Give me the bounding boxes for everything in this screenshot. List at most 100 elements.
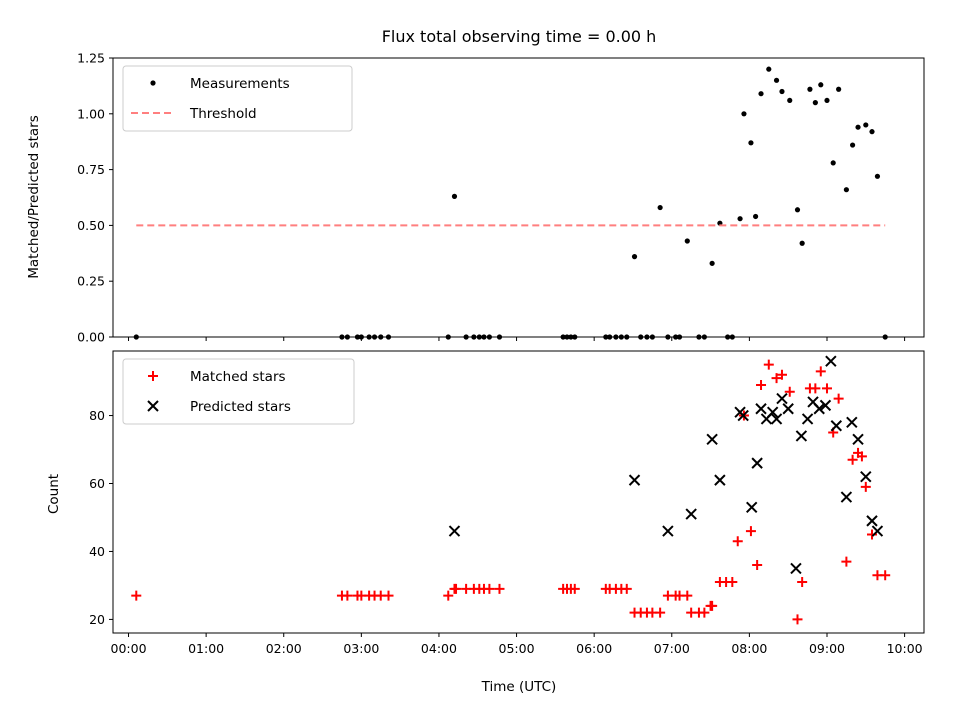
matched-star-point <box>756 379 767 390</box>
predicted-star-point <box>825 355 837 367</box>
matched-star-point <box>841 556 852 567</box>
measurement-point <box>799 240 805 246</box>
legend-marker-dot <box>150 80 156 86</box>
predicted-star-point <box>628 474 641 486</box>
x-tick-label: 09:00 <box>809 641 845 656</box>
bottom-y-axis-label: Count <box>46 474 62 514</box>
matched-star-point <box>867 529 878 540</box>
predicted-star-point <box>819 399 832 412</box>
x-tick-label: 02:00 <box>266 641 302 656</box>
measurement-point <box>709 260 715 266</box>
matched-star-point <box>131 590 142 601</box>
matched-star-point <box>752 560 763 571</box>
measurement-point <box>684 238 690 244</box>
measurement-point <box>818 82 824 88</box>
matched-star-point <box>771 373 782 384</box>
legend-box <box>122 358 355 425</box>
measurement-point <box>748 140 754 146</box>
x-tick-label: 03:00 <box>343 641 379 656</box>
matched-star-point <box>860 481 871 492</box>
top-y-axis-label: Matched/Predicted stars <box>26 115 42 278</box>
y-tick-label: 80 <box>89 408 105 423</box>
y-tick-label: 1.00 <box>77 106 105 121</box>
chart-title: Flux total observing time = 0.00 h <box>382 27 657 46</box>
predicted-star-point <box>770 413 783 425</box>
matched-star-point <box>792 614 803 625</box>
x-tick-label: 07:00 <box>654 641 690 656</box>
predicted-star-point <box>766 406 779 418</box>
measurement-point <box>773 77 780 83</box>
measurement-point <box>787 97 793 104</box>
matched-star-point <box>443 590 454 601</box>
matched-star-point <box>451 583 462 594</box>
predicted-star-point <box>706 433 718 446</box>
predicted-star-point <box>860 471 872 483</box>
measurement-point <box>779 88 785 95</box>
matched-star-point <box>727 577 738 588</box>
predicted-star-point <box>714 474 726 486</box>
predicted-star-point <box>813 403 825 415</box>
x-axis-label: Time (UTC) <box>481 679 557 695</box>
predicted-star-point <box>737 409 749 422</box>
y-tick-label: 1.25 <box>77 51 105 66</box>
matched-star-point <box>732 536 743 547</box>
matched-star-point <box>797 577 808 588</box>
measurement-point <box>863 122 869 128</box>
matched-star-point <box>494 583 505 594</box>
matched-star-point <box>484 583 495 594</box>
matched-star-point <box>621 583 632 594</box>
legend-box <box>122 65 353 132</box>
matched-star-point <box>776 369 787 380</box>
legend-label: Measurements <box>190 76 290 92</box>
y-tick-label: 40 <box>89 544 105 559</box>
matched-star-point <box>815 366 826 377</box>
y-tick-label: 0.25 <box>77 274 105 289</box>
predicted-star-point <box>840 491 853 503</box>
matched-star-point <box>880 570 891 581</box>
legend-marker-plus <box>148 371 158 381</box>
matched-star-point <box>383 590 394 601</box>
top-y-ticks: 0.00 0.25 0.50 0.75 1.00 1.25 <box>77 51 113 345</box>
top-axes-frame <box>112 57 925 338</box>
measurement-point <box>824 97 830 104</box>
matched-star-point <box>763 359 774 370</box>
bottom-y-ticks: 20 40 60 80 <box>89 408 113 627</box>
bottom-x-ticks: 00:00 01:00 02:00 03:00 04:00 05:00 06:00 07:00… <box>111 633 923 656</box>
measurement-point <box>451 193 458 199</box>
y-tick-label: 60 <box>89 476 105 491</box>
measurement-point <box>830 160 836 166</box>
measurement-point <box>807 86 813 92</box>
predicted-star-point <box>846 416 858 429</box>
measurement-point <box>752 213 759 220</box>
matched-star-point <box>821 383 832 394</box>
legend-label: Predicted stars <box>190 399 291 415</box>
measurement-point <box>855 124 861 130</box>
measurement-point <box>758 91 764 97</box>
matched-star-point <box>682 590 693 601</box>
x-tick-label: 06:00 <box>576 641 612 656</box>
matched-star-point <box>810 383 821 394</box>
measurement-point <box>850 142 856 148</box>
predicted-star-point <box>866 515 878 527</box>
measurement-point <box>737 216 743 222</box>
y-tick-label: 0.50 <box>77 218 105 233</box>
measurement-point <box>631 254 638 260</box>
predicted-star-point <box>871 525 884 537</box>
matched-star-point <box>342 590 353 601</box>
y-tick-label: 0.00 <box>77 330 105 345</box>
predicted-star-point <box>755 403 767 415</box>
x-tick-label: 00:00 <box>111 641 147 656</box>
x-tick-label: 10:00 <box>887 641 923 656</box>
measurement-point <box>874 173 881 179</box>
x-tick-label: 04:00 <box>421 641 457 656</box>
predicted-star-point <box>795 430 808 442</box>
matched-star-point <box>784 386 795 397</box>
measurement-point <box>843 187 849 193</box>
predicted-star-point <box>790 562 802 575</box>
legend-label: Matched stars <box>190 369 286 385</box>
y-tick-label: 20 <box>89 612 105 627</box>
x-tick-label: 01:00 <box>188 641 224 656</box>
top-x-ticks <box>128 337 906 341</box>
measurement-point <box>869 129 875 135</box>
